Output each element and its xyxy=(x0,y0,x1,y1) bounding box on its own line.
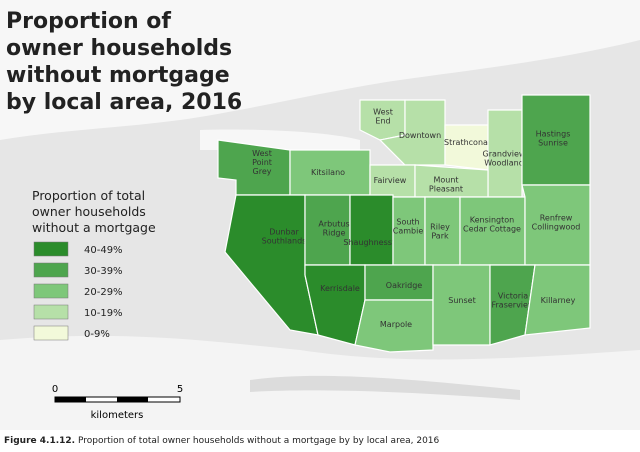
area-label: Kensington xyxy=(470,216,514,225)
area-label: Park xyxy=(431,232,449,241)
area-label: End xyxy=(375,117,390,126)
legend-swatch xyxy=(33,283,69,299)
legend-swatch xyxy=(33,325,69,341)
title-line: by local area, 2016 xyxy=(6,90,242,115)
area-label: Ridge xyxy=(323,229,346,238)
area-label: Hastings xyxy=(536,130,571,139)
area-label: Dunbar xyxy=(269,228,299,237)
legend-title-line: without a mortgage xyxy=(32,220,156,235)
area-label: Woodland xyxy=(484,159,524,168)
area-label: Sunset xyxy=(448,296,475,305)
area-label: Victoria xyxy=(498,292,528,301)
water xyxy=(0,0,640,140)
area-label: South xyxy=(396,218,419,227)
area-label: Oakridge xyxy=(386,281,423,290)
scale-bar xyxy=(54,396,181,403)
legend-label: 10-19% xyxy=(84,308,123,319)
scale-unit: kilometers xyxy=(91,410,144,421)
area-label: Fairview xyxy=(374,176,407,185)
area-label: Riley xyxy=(430,223,450,232)
area-label: Pleasant xyxy=(429,185,463,194)
scale-label: 0 xyxy=(52,384,58,395)
area-label: Cedar Cottage xyxy=(463,225,521,234)
area xyxy=(349,194,394,266)
area-label: Fraserview xyxy=(491,301,534,310)
area-label: Kitsilano xyxy=(311,168,345,177)
area xyxy=(524,264,591,336)
scale-label: 5 xyxy=(177,384,183,395)
legend-swatch xyxy=(33,304,69,320)
legend-label: 20-29% xyxy=(84,287,123,298)
island xyxy=(250,375,520,400)
title-line: Proportion of xyxy=(6,9,171,34)
caption: Figure 4.1.12. Proportion of total owner… xyxy=(4,436,440,446)
legend-title-line: owner households xyxy=(32,204,146,219)
area-label: Southlands xyxy=(262,237,307,246)
area-label: Grandview xyxy=(483,150,526,159)
area-label: Mount xyxy=(433,176,458,185)
area-label: Collingwood xyxy=(532,223,581,232)
legend-swatch xyxy=(33,262,69,278)
area-label: West xyxy=(252,149,272,158)
area-label: Renfrew xyxy=(540,214,573,223)
caption-text: Proportion of total owner households wit… xyxy=(78,436,440,446)
area-label: Sunrise xyxy=(538,139,568,148)
area-label: Downtown xyxy=(399,131,441,140)
area xyxy=(432,264,491,346)
title-line: owner households xyxy=(6,36,232,61)
area-label: West xyxy=(373,108,393,117)
legend-title-line: Proportion of total xyxy=(32,188,145,203)
area-label: Strathcona xyxy=(444,138,488,147)
area-label: Grey xyxy=(253,167,272,176)
legend-label: 0-9% xyxy=(84,329,110,340)
title-line: without mortgage xyxy=(6,63,230,88)
caption-label: Figure 4.1.12. xyxy=(4,436,75,446)
area-label: Arbutus xyxy=(318,220,349,229)
area-label: Killarney xyxy=(541,296,576,305)
area-label: Shaughnessy xyxy=(343,238,397,247)
area xyxy=(444,124,489,171)
area-label: Kerrisdale xyxy=(320,284,360,293)
legend-swatch xyxy=(33,241,69,257)
legend-label: 40-49% xyxy=(84,245,123,256)
area-label: Point xyxy=(252,158,272,167)
legend-label: 30-39% xyxy=(84,266,123,277)
area-label: Cambie xyxy=(393,227,424,236)
area-label: Marpole xyxy=(380,320,412,329)
area xyxy=(354,299,434,353)
